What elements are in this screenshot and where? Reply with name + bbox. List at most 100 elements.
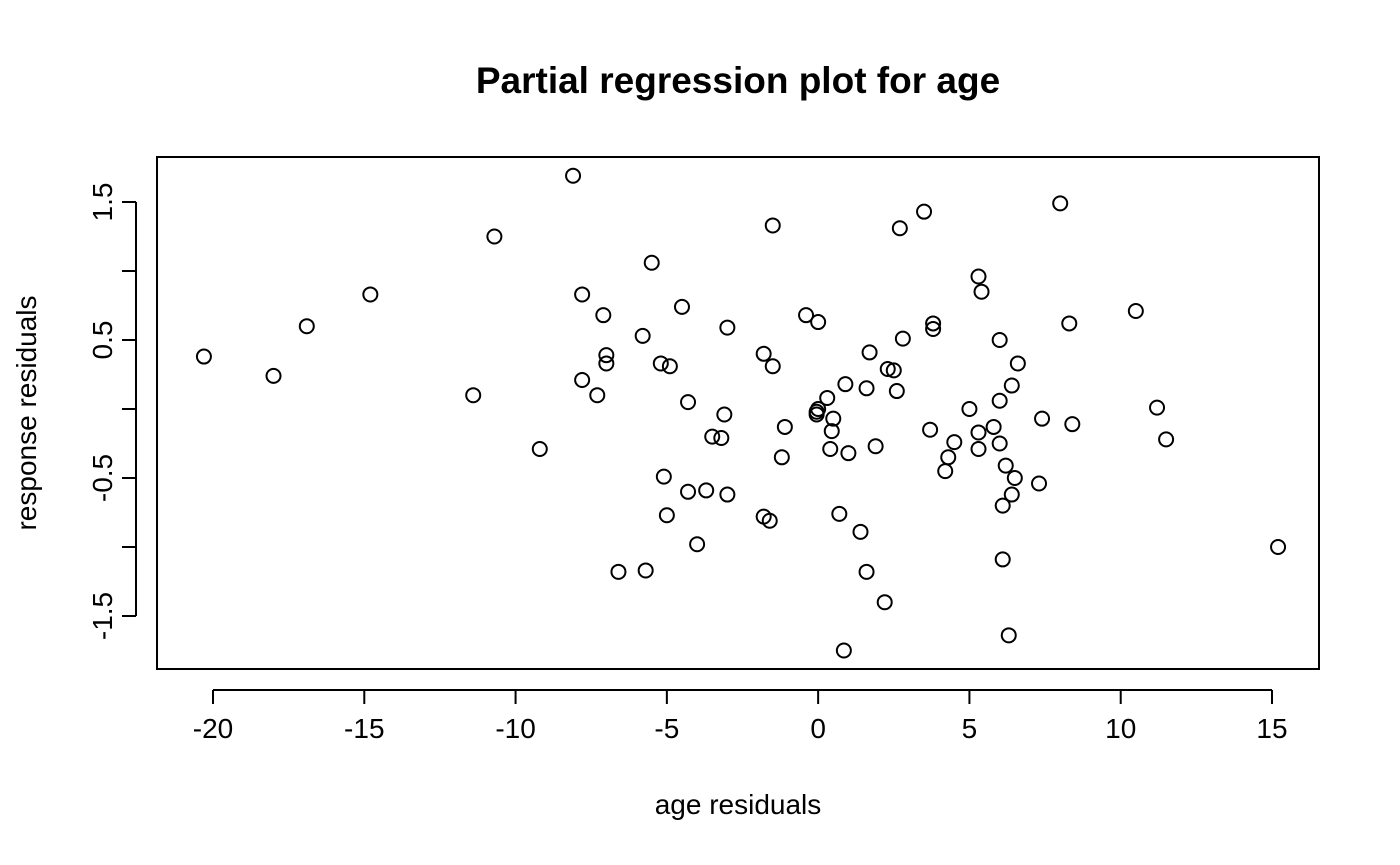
x-tick-label: -10 xyxy=(495,713,535,744)
data-point xyxy=(837,376,854,393)
y-tick-label: 0.5 xyxy=(87,321,118,360)
data-point xyxy=(810,314,827,331)
chart-title: Partial regression plot for age xyxy=(476,60,1000,101)
data-point xyxy=(946,434,963,451)
data-point xyxy=(985,418,1002,435)
data-point xyxy=(894,330,911,347)
data-point xyxy=(589,387,606,404)
x-tick-label: -5 xyxy=(654,713,679,744)
data-points xyxy=(195,167,1287,659)
data-point xyxy=(861,344,878,361)
data-point xyxy=(773,449,790,466)
data-point xyxy=(598,355,615,372)
data-point xyxy=(867,438,884,455)
data-point xyxy=(991,392,1008,409)
data-point xyxy=(1149,399,1166,416)
data-point xyxy=(698,482,715,499)
data-point xyxy=(465,387,482,404)
data-point xyxy=(265,367,282,384)
y-tick-label: -1.5 xyxy=(87,592,118,640)
data-point xyxy=(922,421,939,438)
data-point xyxy=(764,217,781,234)
y-axis-label: response residuals xyxy=(11,295,42,530)
data-point xyxy=(761,512,778,529)
data-point xyxy=(991,435,1008,452)
data-point xyxy=(652,355,669,372)
data-point xyxy=(1003,377,1020,394)
data-point xyxy=(776,418,793,435)
data-point xyxy=(755,345,772,362)
data-point xyxy=(925,315,942,332)
data-point xyxy=(716,406,733,423)
data-point xyxy=(1006,470,1023,486)
data-point xyxy=(852,523,869,540)
data-point xyxy=(810,401,827,417)
data-point xyxy=(819,389,836,406)
data-point xyxy=(840,445,857,462)
data-point xyxy=(598,347,615,364)
data-point xyxy=(680,394,697,411)
data-point xyxy=(970,441,987,458)
data-point xyxy=(994,551,1011,568)
data-point xyxy=(574,286,591,303)
x-tick-label: 0 xyxy=(810,713,826,744)
plot-frame xyxy=(156,156,1320,670)
data-point xyxy=(876,594,893,611)
data-point xyxy=(362,286,379,303)
data-point xyxy=(835,642,852,659)
data-point xyxy=(1031,475,1048,492)
data-point xyxy=(637,562,654,579)
data-point xyxy=(970,268,987,285)
data-point xyxy=(661,358,678,375)
data-point xyxy=(680,483,697,500)
data-point xyxy=(858,563,875,580)
data-point xyxy=(1052,195,1069,212)
x-tick-label: 5 xyxy=(962,713,978,744)
data-point xyxy=(888,383,905,400)
data-point xyxy=(658,507,675,524)
data-point xyxy=(565,167,582,184)
data-point xyxy=(825,410,842,427)
data-point xyxy=(574,372,591,389)
data-point xyxy=(831,505,848,522)
y-tick-label: 1.5 xyxy=(87,183,118,222)
data-point xyxy=(916,203,933,220)
data-point xyxy=(1064,416,1081,433)
data-point xyxy=(885,362,902,379)
data-point xyxy=(643,254,660,271)
data-point xyxy=(1003,486,1020,503)
data-point xyxy=(822,441,839,458)
data-point xyxy=(991,332,1008,348)
data-point xyxy=(1009,355,1026,372)
data-point xyxy=(298,318,315,335)
data-point xyxy=(689,536,706,553)
y-axis: -1.5 -0.5 0.5 1.5 xyxy=(87,183,137,640)
data-point xyxy=(994,497,1011,514)
data-point xyxy=(704,428,721,445)
x-axis-label: age residuals xyxy=(655,789,822,820)
data-point xyxy=(940,449,957,466)
data-point xyxy=(195,348,212,365)
data-point xyxy=(858,380,875,397)
data-point xyxy=(1034,410,1051,427)
data-point xyxy=(1061,315,1078,332)
x-axis: -20 -15 -10 -5 0 5 10 15 xyxy=(193,689,1288,744)
data-point xyxy=(798,307,815,324)
data-point xyxy=(486,228,503,245)
data-point xyxy=(673,298,690,315)
data-point xyxy=(961,401,978,417)
x-tick-label: 15 xyxy=(1256,713,1287,744)
data-point xyxy=(1127,303,1144,320)
x-tick-label: 10 xyxy=(1105,713,1136,744)
data-point xyxy=(719,486,736,503)
data-point xyxy=(925,320,942,337)
data-point xyxy=(997,457,1014,474)
data-point xyxy=(823,423,840,440)
data-point xyxy=(713,429,730,446)
data-point xyxy=(610,563,627,580)
data-point xyxy=(891,220,908,237)
data-point xyxy=(634,327,651,344)
data-point xyxy=(531,441,548,458)
x-tick-label: -15 xyxy=(344,713,384,744)
